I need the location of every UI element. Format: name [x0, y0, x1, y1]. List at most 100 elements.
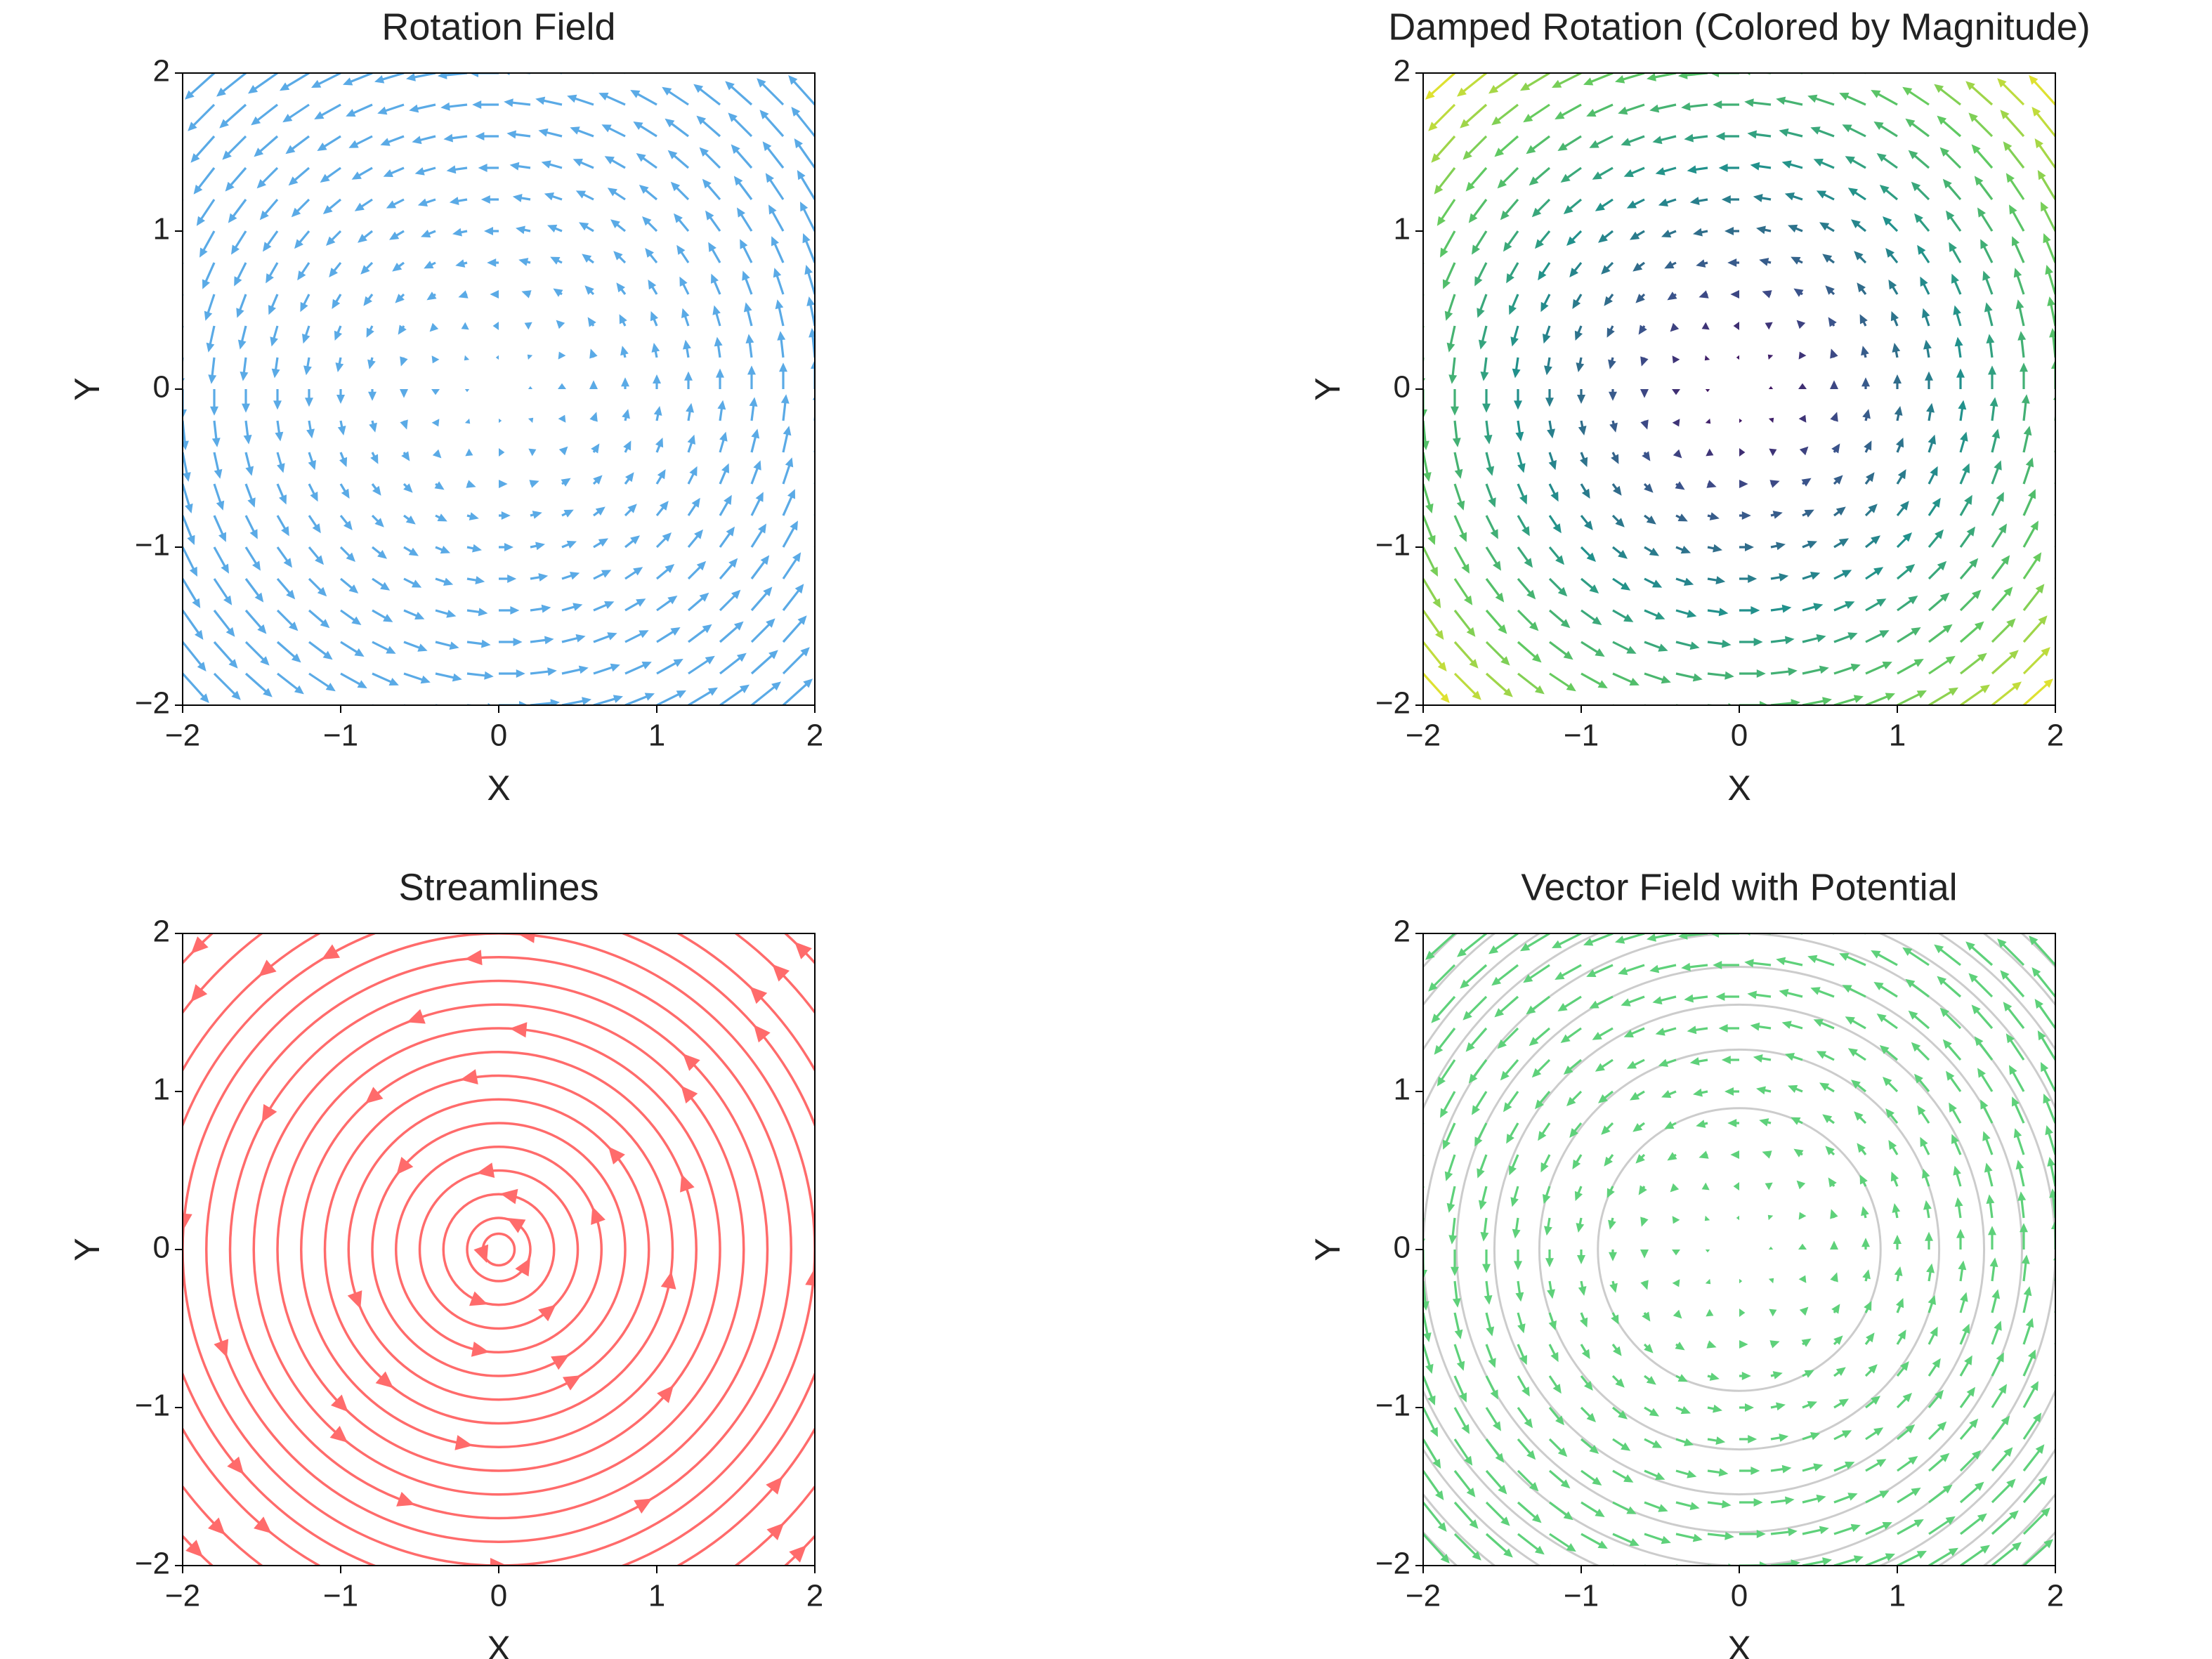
arrow — [1434, 1028, 1456, 1055]
arrow — [528, 448, 537, 457]
arrow — [2022, 1444, 2045, 1471]
arrow — [1842, 124, 1866, 138]
arrow — [1423, 452, 1432, 482]
arrow — [2017, 331, 2027, 358]
arrow — [541, 160, 563, 169]
arrow — [1453, 483, 1465, 511]
arrow — [1894, 406, 1903, 421]
arrow — [1423, 1502, 1447, 1532]
arrow — [1802, 540, 1817, 549]
arrow — [340, 609, 362, 625]
x-tick-label: −2 — [165, 719, 200, 753]
streamline — [205, 956, 792, 1543]
arrow — [244, 546, 261, 571]
x-tick-label: 0 — [490, 1579, 507, 1613]
arrow — [1991, 523, 2007, 548]
arrow — [1640, 389, 1649, 398]
arrow — [719, 431, 728, 453]
arrow — [561, 572, 580, 580]
arrow — [550, 256, 563, 265]
arrow — [2053, 73, 2055, 74]
arrow — [642, 216, 658, 232]
arrow — [2022, 1349, 2036, 1377]
arrow — [636, 153, 657, 169]
y-axis-label: Y — [1308, 377, 1347, 400]
arrow — [1642, 1311, 1651, 1322]
arrow — [1949, 242, 1962, 263]
arrow — [1739, 606, 1760, 615]
arrow — [1672, 355, 1680, 364]
arrow — [1494, 135, 1519, 157]
arrow — [750, 492, 764, 516]
arrow — [1946, 210, 1962, 232]
arrow — [1540, 294, 1551, 313]
y-tick-label: −1 — [1375, 528, 1411, 563]
arrow — [800, 202, 815, 232]
arrow — [1681, 102, 1708, 111]
arrow — [593, 695, 623, 705]
arrow — [1897, 1456, 1918, 1472]
arrow — [1914, 1073, 1930, 1092]
arrow — [1865, 1490, 1890, 1504]
arrow — [1859, 314, 1868, 327]
streamline-arrow — [680, 1174, 695, 1193]
arrow — [1673, 449, 1682, 459]
subplot: Streamlines X Y −2 −1 0 1 2 −2 −1 0 1 2 — [67, 866, 823, 1659]
arrow — [1847, 1048, 1866, 1061]
arrow — [1701, 1182, 1710, 1191]
arrow — [804, 265, 815, 295]
arrow — [1825, 285, 1835, 296]
arrow — [183, 641, 207, 671]
arrow — [183, 420, 189, 450]
arrow — [466, 608, 488, 617]
arrow — [1705, 1250, 1710, 1253]
arrow — [688, 592, 709, 612]
arrow — [360, 261, 374, 275]
arrow — [613, 251, 627, 264]
arrow — [2022, 615, 2048, 643]
arrow — [1753, 194, 1772, 202]
arrow — [1644, 1533, 1671, 1545]
arrow — [1675, 1438, 1694, 1446]
arrow — [765, 173, 785, 200]
arrow — [2022, 933, 2024, 935]
arrow — [2022, 520, 2038, 548]
arrow — [368, 389, 377, 401]
streamline-arrow — [551, 1354, 570, 1370]
arrow — [1753, 1054, 1772, 1063]
arrow — [2054, 1436, 2055, 1439]
arrow — [1928, 1421, 1947, 1441]
arrow — [1526, 995, 1550, 1015]
arrow — [1548, 452, 1557, 471]
arrow — [1705, 389, 1710, 393]
streamline-arrow — [396, 1492, 415, 1507]
x-tick-label: 0 — [490, 719, 507, 753]
arrow — [1926, 933, 1929, 935]
arrow — [1423, 1028, 1425, 1030]
arrow — [275, 420, 284, 442]
arrow — [1928, 1516, 1956, 1535]
x-tick-label: −1 — [323, 719, 358, 753]
arrow — [322, 198, 341, 214]
arrow — [213, 546, 229, 574]
arrow — [244, 515, 258, 539]
arrow — [210, 389, 218, 416]
arrow — [782, 520, 798, 548]
streamline-arrow — [683, 1054, 700, 1071]
arrow — [1526, 135, 1550, 155]
arrow — [1621, 995, 1645, 1006]
arrow — [1928, 687, 1958, 705]
arrow — [1770, 1371, 1783, 1379]
arrow — [183, 136, 184, 138]
streamline-arrow — [499, 1188, 518, 1205]
axes-frame — [1422, 933, 2056, 1566]
arrow — [1457, 933, 1487, 957]
arrow — [1640, 1217, 1649, 1227]
arrow — [1589, 995, 1614, 1009]
arrow — [2029, 936, 2055, 966]
arrow — [297, 262, 310, 281]
arrow — [466, 480, 476, 488]
x-tick-label: 0 — [1731, 719, 1748, 753]
arrow — [624, 630, 649, 643]
arrow — [504, 98, 531, 107]
